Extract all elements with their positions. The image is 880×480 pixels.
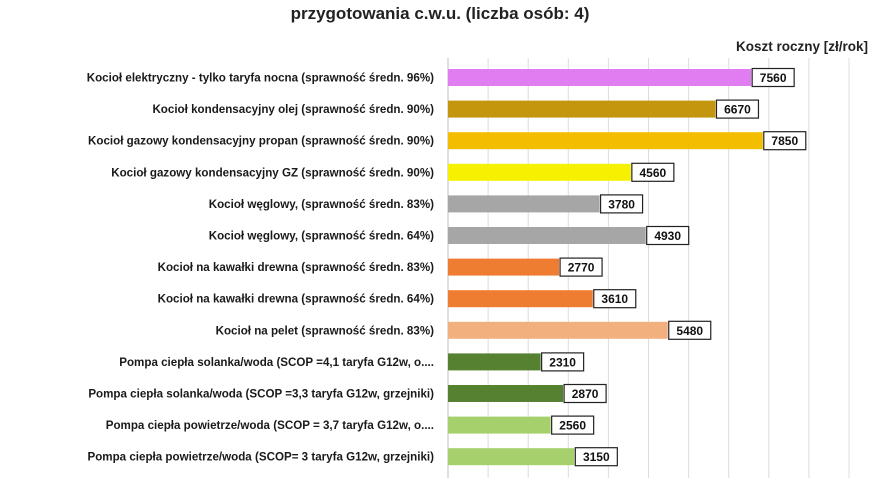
value-label-box: [751, 67, 795, 88]
category-label: Kocioł elektryczny - tylko taryfa nocna …: [87, 72, 434, 85]
value-label: 3610: [601, 292, 628, 306]
bar: [448, 258, 560, 276]
value-labels: 7560 6670 7850 4560 3780 4930 2770 3610 5480 2310…: [541, 67, 807, 467]
category-label: Pompa ciepła powietrze/woda (SCOP = 3,7 …: [106, 419, 434, 432]
value-label: 7850: [771, 134, 798, 148]
value-label: 4560: [640, 166, 667, 180]
chart-title: przygotowania c.w.u. (liczba osób: 4): [290, 4, 590, 23]
bars: [448, 69, 763, 466]
value-label-box: [599, 194, 644, 214]
value-label-box: [551, 415, 595, 435]
value-label-box: [631, 162, 675, 182]
axis-unit-label: Koszt roczny [zł/rok]: [735, 39, 868, 54]
category-label: Pompa ciepła powietrze/woda (SCOP= 3 tar…: [87, 451, 434, 464]
value-label: 4930: [654, 229, 681, 243]
category-label: Kocioł na pelet (sprawność średn. 83%): [216, 324, 435, 337]
value-label-box: [715, 99, 760, 119]
bar: [448, 321, 668, 339]
bar: [448, 385, 564, 402]
value-label: 6670: [724, 103, 751, 117]
category-label: Pompa ciepła solanka/woda (SCOP =3,3 tar…: [88, 388, 434, 401]
bar: [448, 416, 551, 434]
value-label: 5480: [676, 324, 703, 338]
value-label: 7560: [760, 71, 787, 85]
value-label-box: [559, 257, 603, 277]
value-label: 3780: [608, 197, 635, 211]
value-label-box: [668, 320, 712, 340]
value-label: 2310: [549, 355, 576, 369]
category-label: Kocioł gazowy kondensacyjny propan (spra…: [88, 135, 434, 148]
bar: [448, 353, 541, 371]
bar: [448, 448, 575, 466]
category-label: Kocioł węglowy, (sprawność średn. 64%): [209, 230, 434, 243]
bar: [448, 100, 716, 118]
bar: [448, 69, 752, 86]
category-label: Kocioł kondensacyjny olej (sprawność śre…: [152, 103, 434, 116]
category-label: Kocioł węglowy, (sprawność średn. 83%): [209, 198, 434, 211]
value-label-box: [763, 131, 807, 151]
bar: [448, 195, 600, 213]
value-label: 2560: [559, 419, 586, 433]
bar: [448, 132, 763, 150]
value-label: 3150: [583, 450, 610, 464]
value-label-box: [646, 225, 690, 246]
value-label-box: [563, 383, 607, 404]
category-label: Kocioł na kawałki drewna (sprawność śred…: [158, 293, 435, 306]
bar: [448, 163, 631, 181]
category-label: Pompa ciepła solanka/woda (SCOP =4,1 tar…: [119, 356, 434, 369]
value-label-box: [574, 447, 618, 467]
grid-lines: [447, 58, 850, 478]
value-label-box: [541, 352, 585, 372]
value-label: 2770: [568, 261, 595, 275]
bar: [448, 290, 593, 308]
category-labels: Kocioł elektryczny - tylko taryfa nocna …: [87, 72, 434, 464]
value-label-box: [593, 289, 637, 309]
value-label: 2870: [572, 387, 599, 401]
category-label: Kocioł na kawałki drewna (sprawność śred…: [158, 261, 435, 274]
category-label: Kocioł gazowy kondensacyjny GZ (sprawnoś…: [111, 166, 434, 179]
bar: [448, 227, 646, 244]
